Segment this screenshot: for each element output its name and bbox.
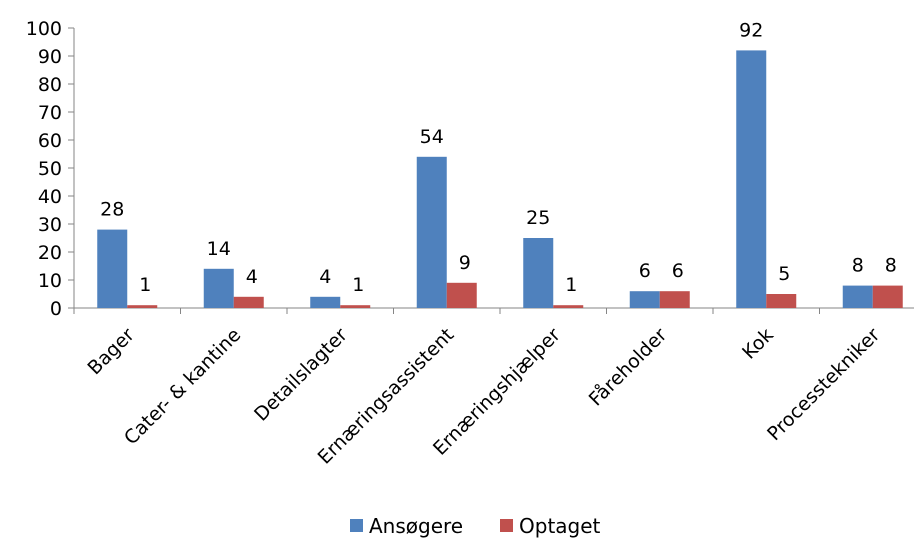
data-label: 1 [139, 274, 151, 296]
data-label: 14 [207, 238, 231, 260]
data-label: 54 [420, 126, 444, 148]
data-label: 92 [739, 19, 763, 41]
axes: 0 10 20 30 40 50 60 70 80 90 100 [26, 18, 914, 320]
bar-ansogere [842, 285, 873, 308]
bar-ansogere [736, 50, 767, 309]
data-label: 4 [319, 266, 331, 288]
bar-optaget [233, 296, 264, 308]
bar-optaget [340, 305, 371, 308]
y-tick-label: 20 [38, 242, 62, 264]
data-label: 28 [100, 199, 124, 221]
y-tick-label: 80 [38, 74, 62, 96]
y-tick-label: 100 [26, 18, 62, 40]
bar-optaget [659, 291, 690, 308]
x-category-label: Fåreholder [584, 323, 671, 410]
x-category-label: Kok [738, 324, 778, 364]
x-category-label: Detailslagter [250, 324, 352, 426]
legend-label: Ansøgere [369, 514, 463, 538]
legend: Ansøgere Optaget [350, 514, 601, 538]
data-label: 5 [778, 263, 790, 285]
y-tick-label: 90 [38, 46, 62, 68]
y-tick-label: 70 [38, 102, 62, 124]
data-label: 8 [852, 255, 864, 277]
y-tick-label: 60 [38, 130, 62, 152]
data-label: 1 [565, 274, 577, 296]
x-category-label: Bager [83, 324, 138, 379]
bar-ansogere [416, 156, 447, 308]
y-tick-label: 30 [38, 214, 62, 236]
y-tick-label: 40 [38, 186, 62, 208]
legend-swatch [350, 519, 363, 532]
bar-optaget [127, 305, 158, 308]
data-label: 4 [246, 266, 258, 288]
bar-optaget [446, 282, 477, 308]
bar-ansogere [203, 268, 234, 308]
bar-ansogere [629, 291, 660, 308]
data-label: 6 [639, 260, 651, 282]
y-tick-label: 10 [38, 270, 62, 292]
bars [97, 50, 903, 309]
legend-label: Optaget [519, 514, 601, 538]
bar-ansogere [97, 229, 128, 308]
bar-ansogere [310, 296, 341, 308]
legend-swatch [500, 519, 513, 532]
data-label: 1 [352, 274, 364, 296]
data-label: 9 [459, 252, 471, 274]
data-label: 25 [526, 207, 550, 229]
y-tick-label: 0 [50, 298, 62, 320]
data-label: 8 [885, 255, 897, 277]
bar-ansogere [523, 238, 554, 308]
x-category-label: Processtekniker [763, 324, 884, 445]
bar-optaget [872, 285, 903, 308]
bar-optaget [553, 305, 584, 308]
data-label: 6 [672, 260, 684, 282]
y-tick-label: 50 [38, 158, 62, 180]
x-category-label: Cater- & kantine [120, 324, 245, 449]
bar-optaget [766, 294, 797, 308]
